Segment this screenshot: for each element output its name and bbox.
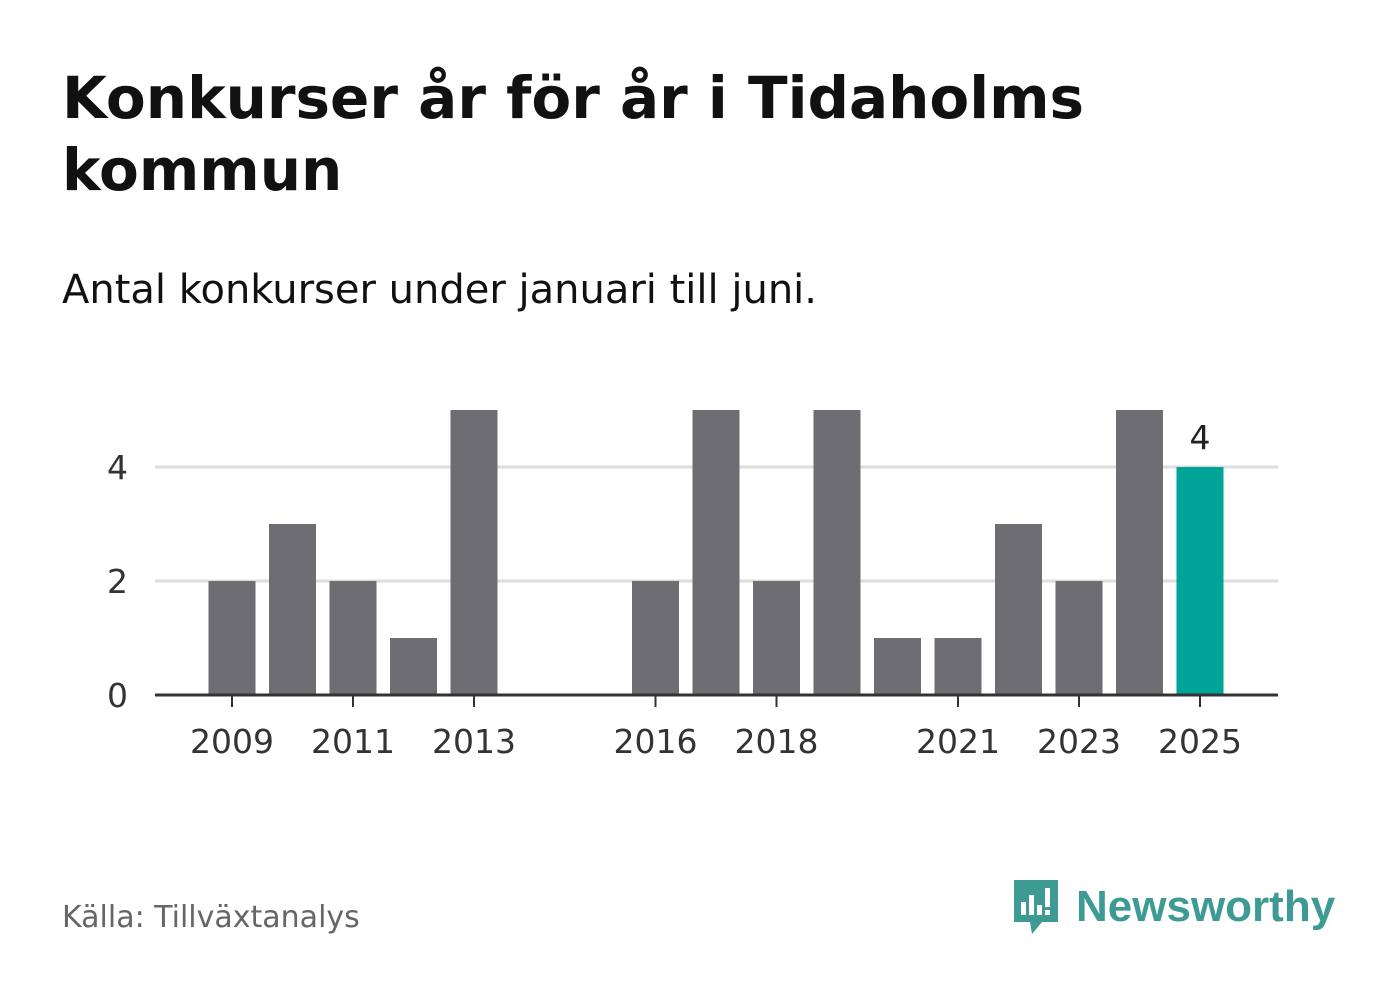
bar-2009	[208, 581, 256, 695]
bar-chart: 0 2 4 2009 2011 2013 2016 2018 2021 2023 2025 4	[107, 410, 1278, 761]
bar-2024	[1116, 410, 1163, 695]
x-axis-ticks: 2009 2011 2013 2016 2018 2021 2023 2025	[190, 695, 1242, 761]
bar-2017	[692, 410, 740, 695]
y-axis-ticks: 0 2 4	[107, 448, 128, 715]
x-tick-label-2025: 2025	[1158, 722, 1242, 761]
bar-2022	[995, 524, 1042, 695]
bar-2010	[269, 524, 316, 695]
x-tick-label-2021: 2021	[916, 722, 1000, 761]
bar-2020	[874, 638, 921, 695]
x-tick-label-2013: 2013	[432, 722, 516, 761]
bar-2021	[934, 638, 982, 695]
newsworthy-logo-icon	[1014, 880, 1058, 934]
x-tick-label-2009: 2009	[190, 722, 274, 761]
bar-2023	[1055, 581, 1103, 695]
x-tick-label-2016: 2016	[614, 722, 698, 761]
bar-2013	[450, 410, 498, 695]
x-tick-label-2023: 2023	[1037, 722, 1121, 761]
bar-2018	[753, 581, 800, 695]
bar-2011	[329, 581, 377, 695]
y-tick-label-0: 0	[107, 676, 128, 715]
x-tick-label-2011: 2011	[311, 722, 395, 761]
brand-name: Newsworthy	[1076, 882, 1336, 931]
chart-title: Konkurser år för år i Tidaholms kommun	[62, 64, 1085, 204]
bar-2016	[632, 581, 679, 695]
bar-2019	[813, 410, 861, 695]
y-tick-label-4: 4	[107, 448, 128, 487]
brand-logo: Newsworthy	[1010, 876, 1335, 938]
x-tick-label-2018: 2018	[735, 722, 819, 761]
y-tick-label-2: 2	[107, 562, 128, 601]
data-labels: 4	[1190, 418, 1211, 457]
bar-2025	[1176, 467, 1224, 695]
chart-subtitle: Antal konkurser under januari till juni.	[62, 267, 817, 313]
source-note: Källa: Tillväxtanalys	[62, 900, 360, 935]
bar-2012	[390, 638, 437, 695]
bars	[208, 410, 1224, 695]
data-label-2025: 4	[1190, 418, 1211, 457]
